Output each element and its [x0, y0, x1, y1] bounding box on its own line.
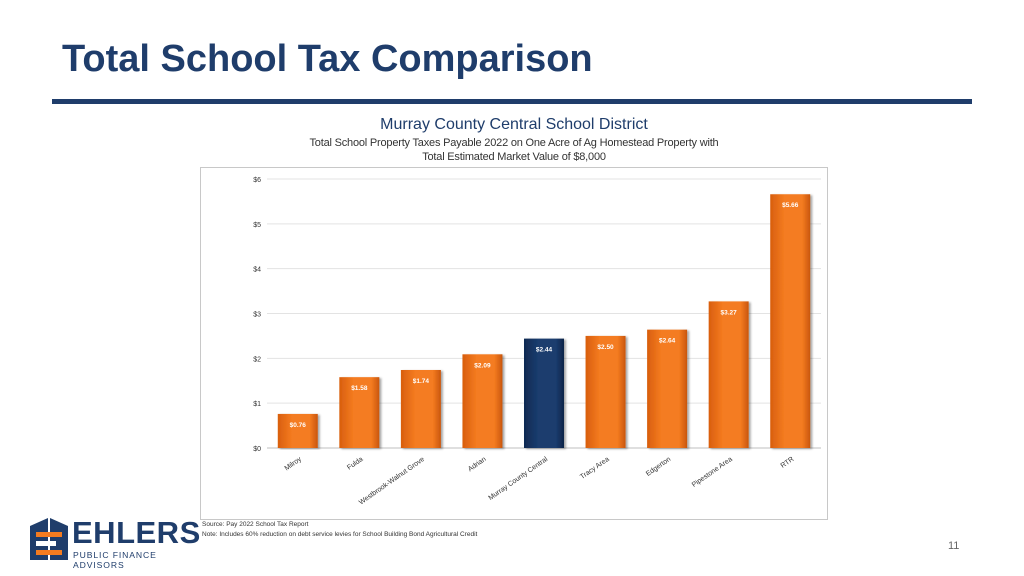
data-label: $1.74 — [413, 378, 430, 385]
x-tick-label: RTR — [780, 456, 796, 470]
y-tick-label: $2 — [253, 356, 261, 363]
ehlers-logo: EHLERS PUBLIC FINANCE ADVISORS — [26, 514, 200, 570]
x-tick-label: Westbrook-Walnut Grove — [358, 456, 426, 507]
x-tick-label: Milroy — [284, 456, 304, 473]
x-tick-label: Edgerton — [645, 456, 672, 478]
ehlers-logo-icon — [30, 518, 68, 560]
bar-chart: $0 $1 $2 $3 $4 $5 $6 $0.76 Milroy $1.58 Fulda $1.74… — [253, 177, 821, 507]
bar-pipestone-area — [708, 301, 749, 448]
data-label: $0.76 — [290, 422, 307, 429]
data-label: $2.44 — [536, 347, 553, 354]
bar-adrian — [462, 354, 503, 448]
data-label: $1.58 — [351, 385, 368, 392]
y-tick-label: $3 — [253, 312, 261, 319]
slide-title: Total School Tax Comparison — [62, 38, 593, 80]
bar-milroy — [277, 413, 318, 448]
data-label: $2.09 — [474, 362, 491, 369]
title-divider — [52, 99, 972, 104]
y-tick-label: $6 — [253, 177, 261, 184]
y-tick-label: $4 — [253, 267, 261, 274]
x-tick-label: Fulda — [346, 456, 364, 472]
page-number: 11 — [948, 540, 960, 552]
footnote: Note: Includes 60% reduction on debt ser… — [202, 531, 478, 538]
chart-subtitle-line-1: Total School Property Taxes Payable 2022… — [309, 137, 719, 149]
chart-title: Murray County Central School District — [380, 116, 648, 133]
logo-tagline: PUBLIC FINANCE ADVISORS — [73, 550, 157, 570]
bar-rtr — [770, 194, 811, 448]
y-tick-label: $0 — [253, 446, 261, 453]
x-tick-label: Adrian — [467, 456, 488, 473]
data-label: $3.27 — [721, 309, 738, 316]
chart-header: Murray County Central School District To… — [200, 114, 828, 164]
bar-murray-county-central — [524, 338, 564, 448]
bar-fulda — [339, 377, 380, 448]
data-label: $2.64 — [659, 338, 676, 345]
source-note: Source: Pay 2022 School Tax Report — [202, 521, 309, 528]
bar-edgerton — [647, 329, 688, 448]
x-tick-label: Murray County Central — [487, 456, 549, 502]
y-tick-label: $1 — [253, 401, 261, 408]
y-tick-label: $5 — [253, 222, 261, 229]
bar-tracy-area — [585, 335, 626, 448]
data-label: $5.66 — [782, 202, 799, 209]
chart-frame: $0 $1 $2 $3 $4 $5 $6 $0.76 Milroy $1.58 Fulda $1.74… — [200, 167, 828, 520]
bar-westbrook-walnut-grove — [400, 369, 441, 448]
x-tick-label: Pipestone Area — [691, 456, 734, 489]
chart-subtitle-line-2: Total Estimated Market Value of $8,000 — [422, 151, 606, 163]
x-tick-label: Tracy Area — [579, 456, 611, 481]
logo-wordmark: EHLERS — [72, 515, 201, 550]
data-label: $2.50 — [597, 344, 614, 351]
